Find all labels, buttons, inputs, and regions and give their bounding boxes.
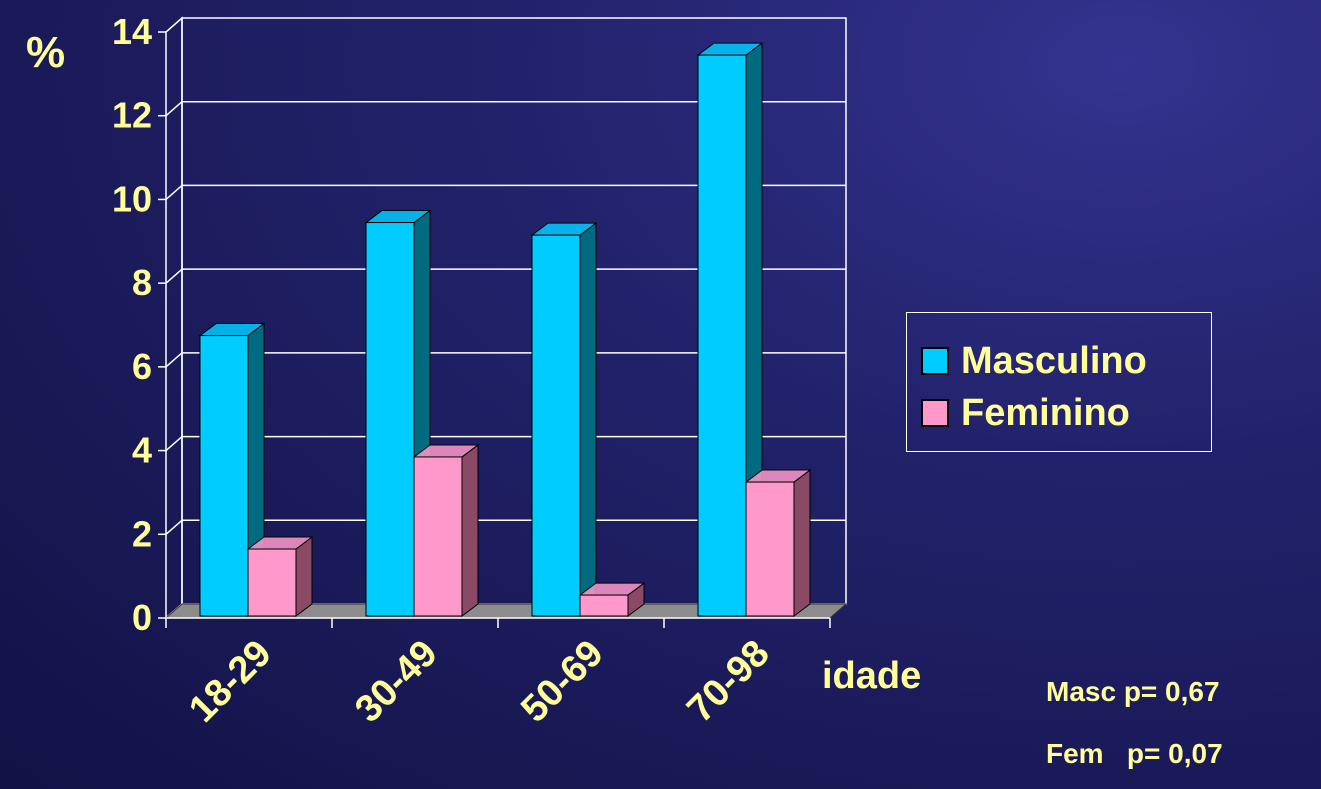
stat-fem-p-value: Fem p= 0,07 — [1046, 738, 1223, 769]
gridline-side — [165, 101, 183, 117]
bar-feminino-18-29 — [247, 548, 297, 617]
bar-masculino-50-69 — [531, 234, 581, 617]
x-tick-label-30-49: 30-49 — [347, 632, 445, 730]
gridline-side — [165, 184, 183, 200]
bar-feminino-50-69 — [579, 594, 629, 617]
bar-masculino-18-29 — [199, 335, 249, 617]
bar-feminino-70-98 — [745, 481, 795, 617]
gridline-side — [165, 268, 183, 284]
bar-feminino-70-98-side — [793, 469, 811, 617]
y-tick-label: 6 — [132, 346, 152, 387]
bars — [198, 42, 812, 617]
legend-label-masculino: Masculino — [961, 340, 1147, 382]
bar-feminino-30-49 — [413, 456, 463, 617]
y-tick-label: 4 — [132, 430, 152, 471]
y-tick-label: 0 — [132, 597, 152, 638]
legend-swatch-masculino — [921, 347, 949, 375]
legend-label-feminino: Feminino — [961, 392, 1130, 434]
x-tick-label-50-69: 50-69 — [513, 632, 611, 730]
bar-masculino-30-49 — [365, 222, 415, 617]
legend-item-feminino: Feminino — [921, 393, 1130, 433]
y-tick-label: 8 — [132, 262, 152, 303]
gridline-side — [165, 436, 183, 452]
legend: Masculino Feminino — [906, 312, 1212, 452]
y-axis-label: % — [26, 28, 66, 77]
y-tick-label: 2 — [132, 513, 152, 554]
bar-masculino-50-69-side — [579, 222, 597, 617]
bar-masculino-70-98 — [697, 54, 747, 617]
gridline-side — [165, 519, 183, 535]
x-tick-label-18-29: 18-29 — [181, 632, 279, 730]
y-tick-label: 14 — [112, 11, 152, 52]
x-tick-label-70-98: 70-98 — [679, 632, 777, 730]
bar-feminino-18-29-side — [295, 536, 313, 617]
y-tick-label: 12 — [112, 95, 152, 136]
legend-item-masculino: Masculino — [921, 341, 1147, 381]
gridline-side — [165, 352, 183, 368]
y-tick-label: 10 — [112, 178, 152, 219]
x-axis-label: idade — [822, 655, 922, 697]
legend-swatch-feminino — [921, 399, 949, 427]
stat-masc-p-value: Masc p= 0,67 — [1046, 676, 1220, 707]
bar-feminino-30-49-side — [461, 443, 479, 617]
